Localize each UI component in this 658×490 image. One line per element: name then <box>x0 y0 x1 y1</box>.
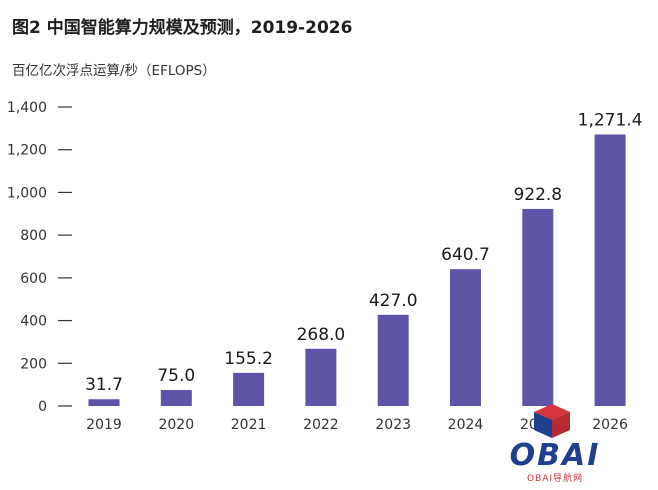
x-tick-label: 2020 <box>158 417 194 433</box>
bar-value-label: 75.0 <box>157 366 195 386</box>
y-axis: 0 200 400 600 800 1,000 1,200 1,400 <box>7 100 72 415</box>
y-tick-label: 1,200 <box>7 143 47 159</box>
x-tick-label: 2026 <box>592 417 628 433</box>
watermark-logo: OBAI OBAI导航网 <box>496 400 614 484</box>
y-tick-label: 400 <box>20 314 47 330</box>
bar-value-label: 922.8 <box>513 185 562 205</box>
y-tick-label: 800 <box>20 228 47 244</box>
y-tick-label: 200 <box>20 356 47 372</box>
y-tick-label: 0 <box>38 399 47 415</box>
y-axis-unit-label: 百亿亿次浮点运算/秒（EFLOPS） <box>12 63 216 79</box>
x-tick-label: 2024 <box>448 417 484 433</box>
bar <box>377 314 409 406</box>
watermark-text: OBAI <box>509 438 601 473</box>
bar-value-label: 1,271.4 <box>578 110 643 130</box>
bar-value-label: 640.7 <box>441 245 490 265</box>
x-tick-label: 2021 <box>231 417 267 433</box>
x-tick-label: 2023 <box>375 417 411 433</box>
cube-icon <box>534 404 570 438</box>
x-tick-label: 2019 <box>86 417 122 433</box>
bar-value-label: 31.7 <box>85 375 123 395</box>
y-tick-label: 600 <box>20 271 47 287</box>
bar <box>305 348 337 406</box>
bar-value-label: 427.0 <box>369 291 418 311</box>
bar <box>594 134 626 407</box>
bar <box>522 208 554 406</box>
bar <box>160 389 192 406</box>
y-tick-label: 1,400 <box>7 100 47 116</box>
bar <box>88 399 120 406</box>
value-labels: 31.7 75.0 155.2 268.0 427.0 640.7 922.8 1,271.4 <box>85 110 642 395</box>
bar-value-label: 268.0 <box>297 325 346 345</box>
chart-title: 图2 中国智能算力规模及预测，2019-2026 <box>12 18 353 38</box>
bar-value-label: 155.2 <box>224 349 273 369</box>
x-tick-label: 2022 <box>303 417 339 433</box>
y-tick-label: 1,000 <box>7 185 47 201</box>
watermark-subtext: OBAI导航网 <box>526 474 584 484</box>
bar <box>233 372 265 406</box>
bar <box>450 269 481 406</box>
bar-series <box>88 134 626 407</box>
